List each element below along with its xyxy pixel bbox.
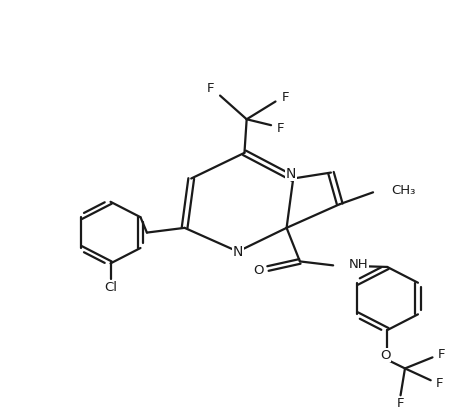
Text: N: N (233, 245, 243, 259)
Text: F: F (207, 82, 214, 95)
Text: Cl: Cl (104, 281, 117, 294)
Text: CH₃: CH₃ (392, 184, 416, 197)
Text: F: F (277, 122, 285, 135)
Text: N: N (286, 167, 296, 181)
Text: O: O (380, 349, 390, 361)
Text: F: F (282, 91, 289, 104)
Text: F: F (436, 377, 443, 390)
Text: O: O (253, 264, 264, 277)
Text: F: F (397, 398, 404, 410)
Text: F: F (438, 348, 445, 361)
Text: NH: NH (349, 258, 368, 271)
